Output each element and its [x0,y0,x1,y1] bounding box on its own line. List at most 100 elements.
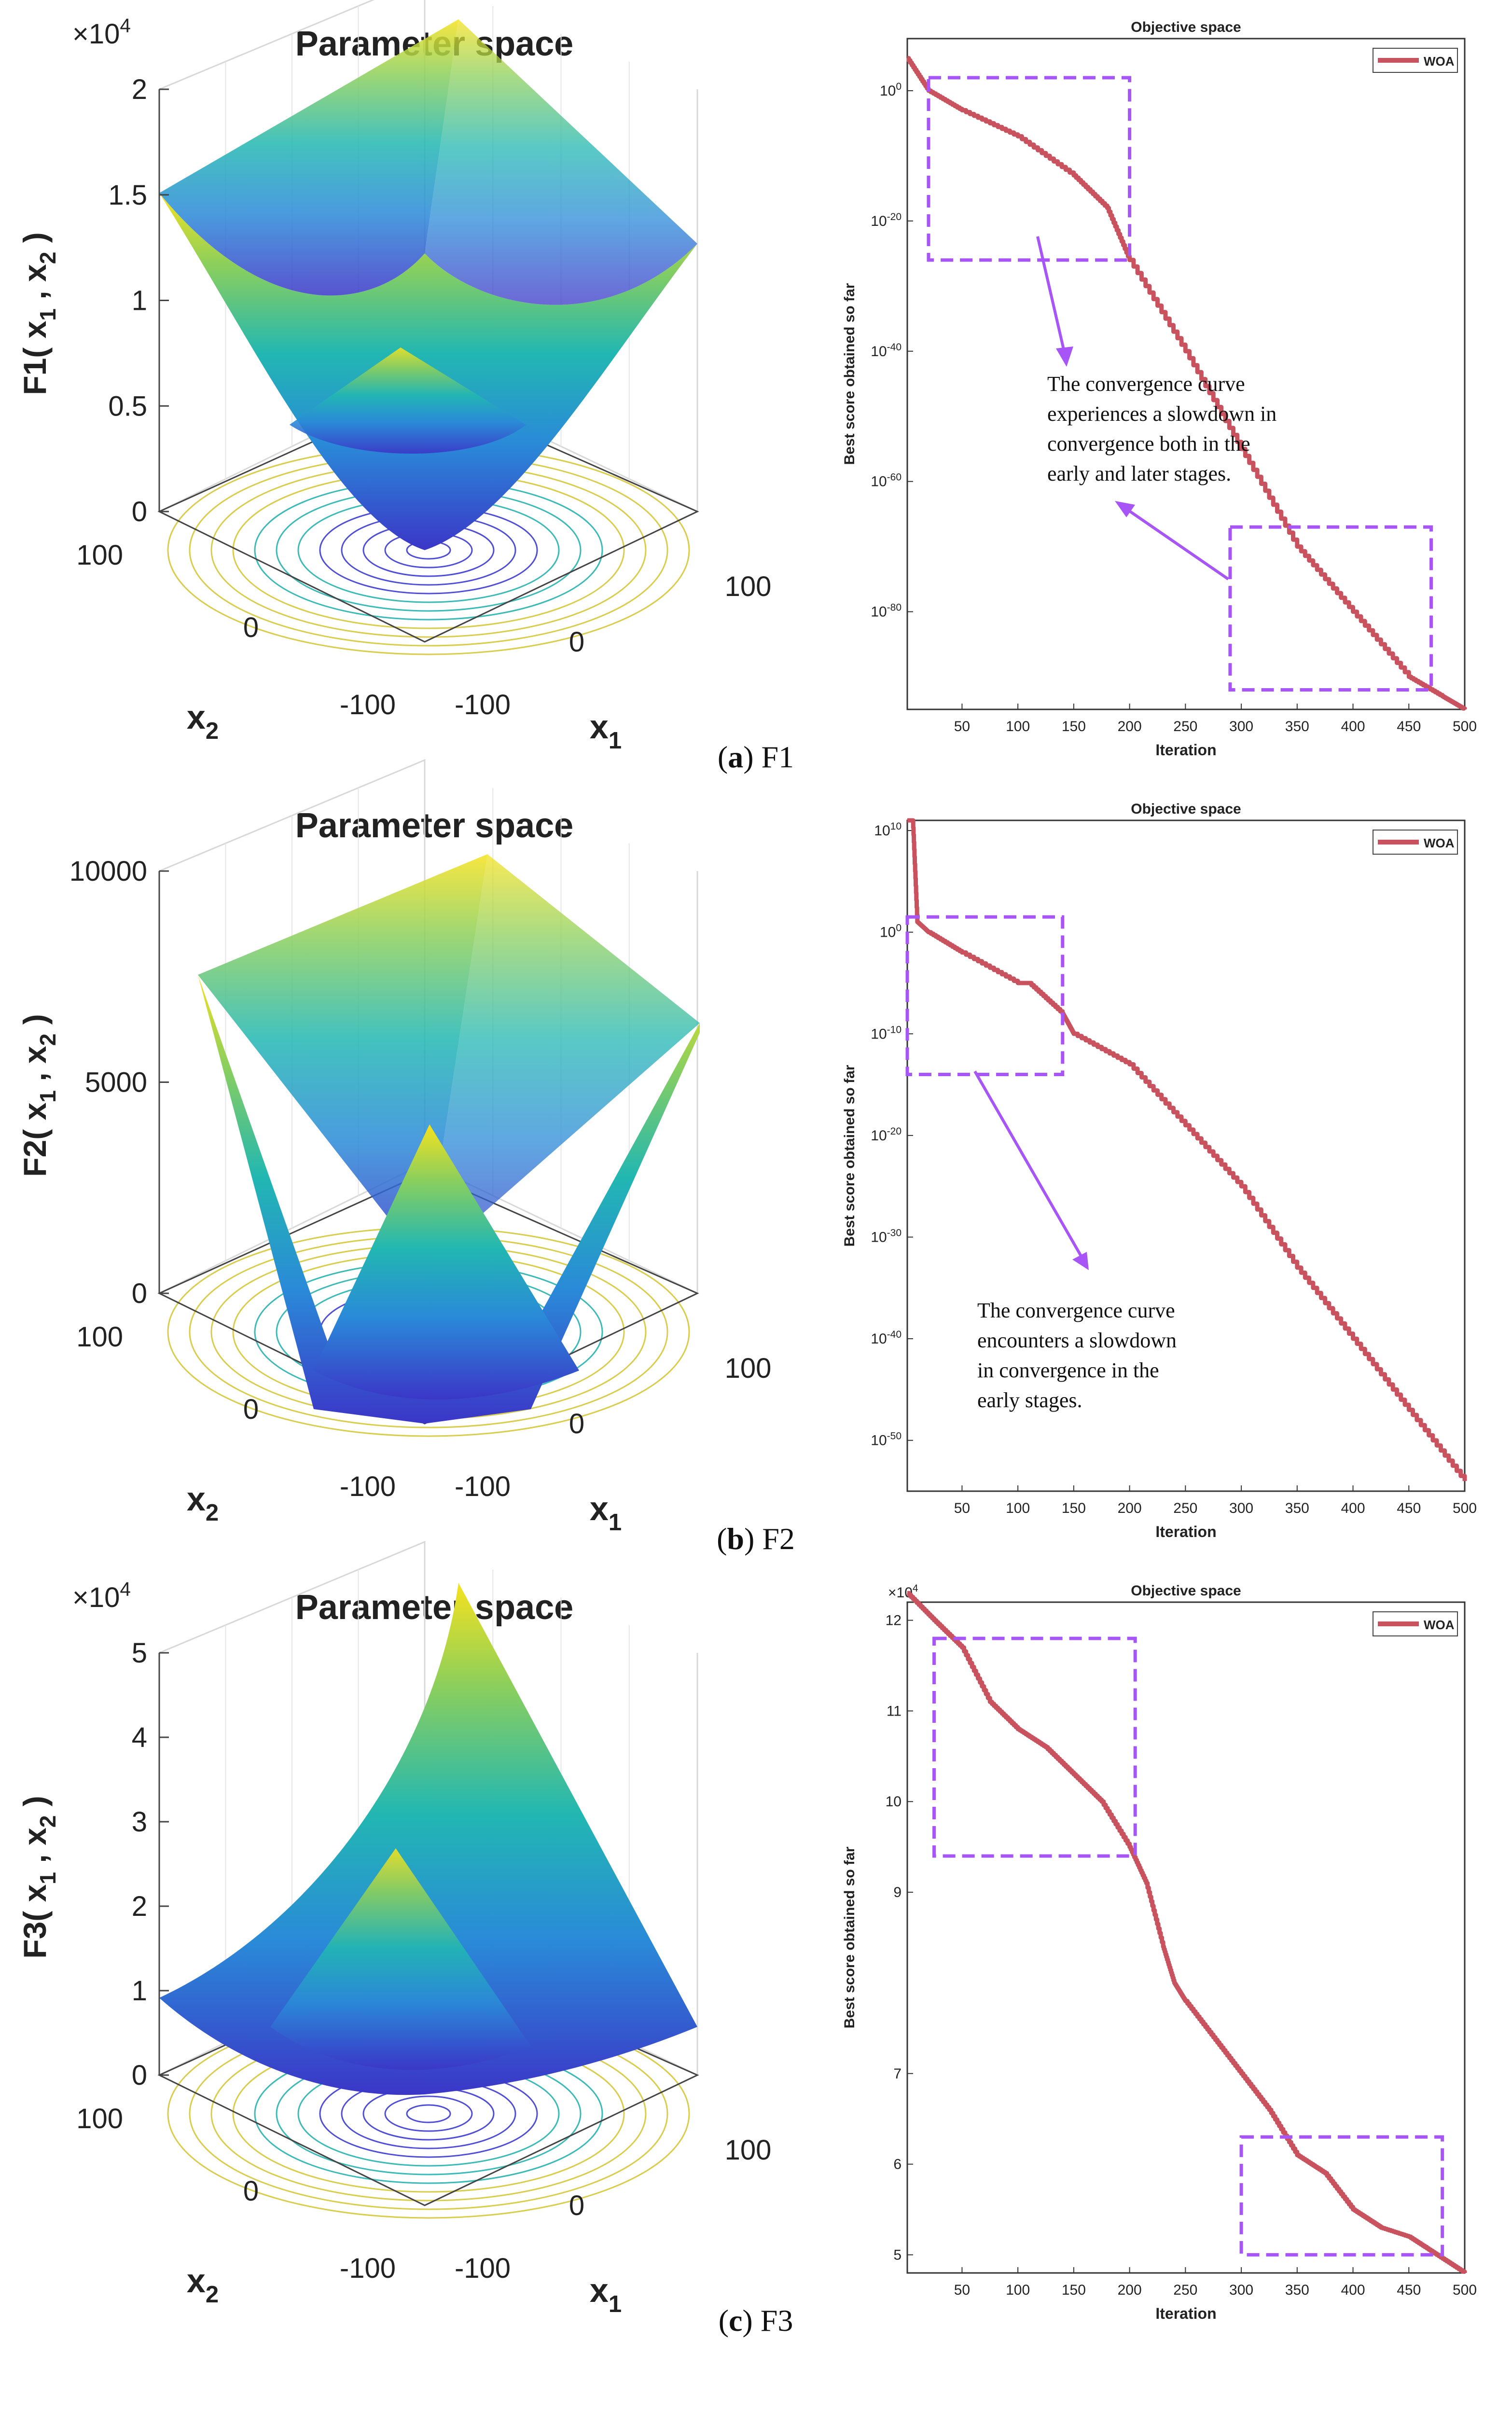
panel-caption: (a) F1 [718,740,794,774]
z-tick-label: 10000 [69,856,147,887]
panel-caption: (b) F2 [717,1522,795,1556]
y-tick-label: 10-30​ [871,1227,902,1245]
x-tick-label: 400 [1341,2282,1365,2298]
highlight-box [927,76,1132,262]
surface-mesh [159,1583,697,2095]
z-exponent: ×104​ [72,14,131,50]
legend-label: WOA [1424,1618,1455,1632]
x-tick-label: 300 [1229,719,1253,734]
z-tick-label: 2 [132,74,147,105]
y-tick-label: 10-20​ [871,211,902,229]
x-tick-label: 350 [1285,1500,1309,1516]
x-tick-label: 300 [1229,2282,1253,2298]
y-tick-label: 10-10​ [871,1024,902,1042]
z-axis-label: F2( x1​ , x2​ ) [17,1014,60,1177]
x-axis-label: x1​ [590,2271,622,2317]
y-axis-label: x2​ [187,2262,219,2308]
x-tick-label: 400 [1341,1500,1365,1516]
convergence-x-label: Iteration [1155,1523,1216,1540]
surface-mesh-back [159,19,458,296]
x-tick-label: 200 [1118,719,1142,734]
x-tick-label: 100 [1006,719,1030,734]
z-tick-label: 5000 [85,1067,147,1098]
x-tick-label: -100 [455,2253,511,2284]
x-tick-label: 0 [569,626,584,658]
y-tick-label: 10-80​ [871,602,902,620]
x-tick-label: 350 [1285,719,1309,734]
convergence-plot-c: Objective space Iteration Best score obtai… [842,1583,1477,2322]
y-tick-label: 0 [243,2175,259,2207]
x-tick-label: 50 [954,2282,970,2298]
convergence-y-label: Best score obtained so far [842,1846,858,2028]
highlight-box [932,1636,1137,1858]
y-tick-label: 1010​ [874,821,902,839]
x-tick-label: 500 [1453,1500,1477,1516]
convergence-x-label: Iteration [1155,741,1216,759]
z-tick-label: 0 [132,496,147,527]
z-tick-label: 1 [132,1975,147,2007]
z-tick-label: 0 [132,2060,147,2091]
surface-mesh-back [425,19,697,305]
x-axis-label: x1​ [590,708,622,754]
x-tick-label: 50 [954,1500,970,1516]
y-tick-label: -100 [340,1471,396,1502]
annotation-text-line: in convergence in the [977,1358,1159,1382]
floor-contour [362,2087,495,2141]
annotation-text-line: experiences a slowdown in [1047,402,1276,426]
convergence-plot-b: Objective space Iteration Best score obtai… [842,801,1477,1540]
z-tick-label: 2 [132,1891,147,1922]
x-tick-label: 350 [1285,2282,1309,2298]
x-tick-label: 0 [569,1408,584,1440]
z-tick-label: 1.5 [108,180,147,211]
x-tick-label: 200 [1118,1500,1142,1516]
y-tick-label: 6 [893,2157,902,2173]
plot-area [906,819,1466,1492]
x-tick-label: 400 [1341,719,1365,734]
y-tick-label: 10-40​ [871,1329,902,1347]
y-axis-label: x2​ [187,1480,219,1526]
z-axis-label: F3( x1​ , x2​ ) [17,1796,60,1958]
x-tick-label: 150 [1062,1500,1086,1516]
z-tick-label: 0 [132,1278,147,1309]
panel-caption: (c) F3 [719,2303,793,2338]
y-tick-label: 10-20​ [871,1126,902,1144]
y-tick-label: 11 [887,1703,902,1719]
surface-front-peak [314,1124,579,1399]
x-tick-label: 450 [1397,719,1421,734]
annotation-text-line: The convergence curve [1047,372,1245,396]
y-tick-label: 10-40​ [871,342,902,360]
y-tick-label: -100 [340,2253,396,2284]
x-axis-label: x1​ [590,1490,622,1536]
y-tick-label: -100 [340,689,396,720]
legend-label: WOA [1424,836,1455,850]
surface-front-peak [290,347,526,454]
y-tick-label: 100 [76,2103,123,2134]
y-tick-label: 12 [886,1613,902,1629]
annotation-arrow [1119,503,1229,581]
z-axis-label: F1( x1​ , x2​ ) [17,232,60,395]
y-tick-label: 100​ [880,923,902,941]
y-tick-label: 9 [893,1884,902,1900]
x-tick-label: 0 [569,2190,584,2221]
surface-plot-c: Parameter space 0 1 2 3 4 5×104​ F3( x1​ , x2​ … [17,1540,771,2317]
x-tick-label: 500 [1453,2282,1477,2298]
x-tick-label: 100 [725,1353,772,1384]
z-exponent: ×104​ [72,1578,131,1613]
annotation-text-line: The convergence curve [977,1299,1175,1322]
x-tick-label: -100 [455,1471,511,1502]
annotation-arrow [1036,236,1068,362]
convergence-y-label: Best score obtained so far [842,283,858,465]
y-tick-label: 10-50​ [871,1431,902,1449]
woa-series-line [906,56,1467,711]
x-tick-label: 250 [1173,2282,1197,2298]
x-tick-label: 200 [1118,2282,1142,2298]
highlight-box [905,915,1065,1077]
annotation-arrow [973,1070,1087,1265]
annotation-text-line: early and later stages. [1047,462,1231,485]
surface-mesh-back [425,854,700,1264]
x-tick-label: 100 [725,571,772,602]
convergence-title: Objective space [1131,801,1241,817]
convergence-x-label: Iteration [1155,2305,1216,2322]
y-tick-label: 5 [893,2247,902,2263]
